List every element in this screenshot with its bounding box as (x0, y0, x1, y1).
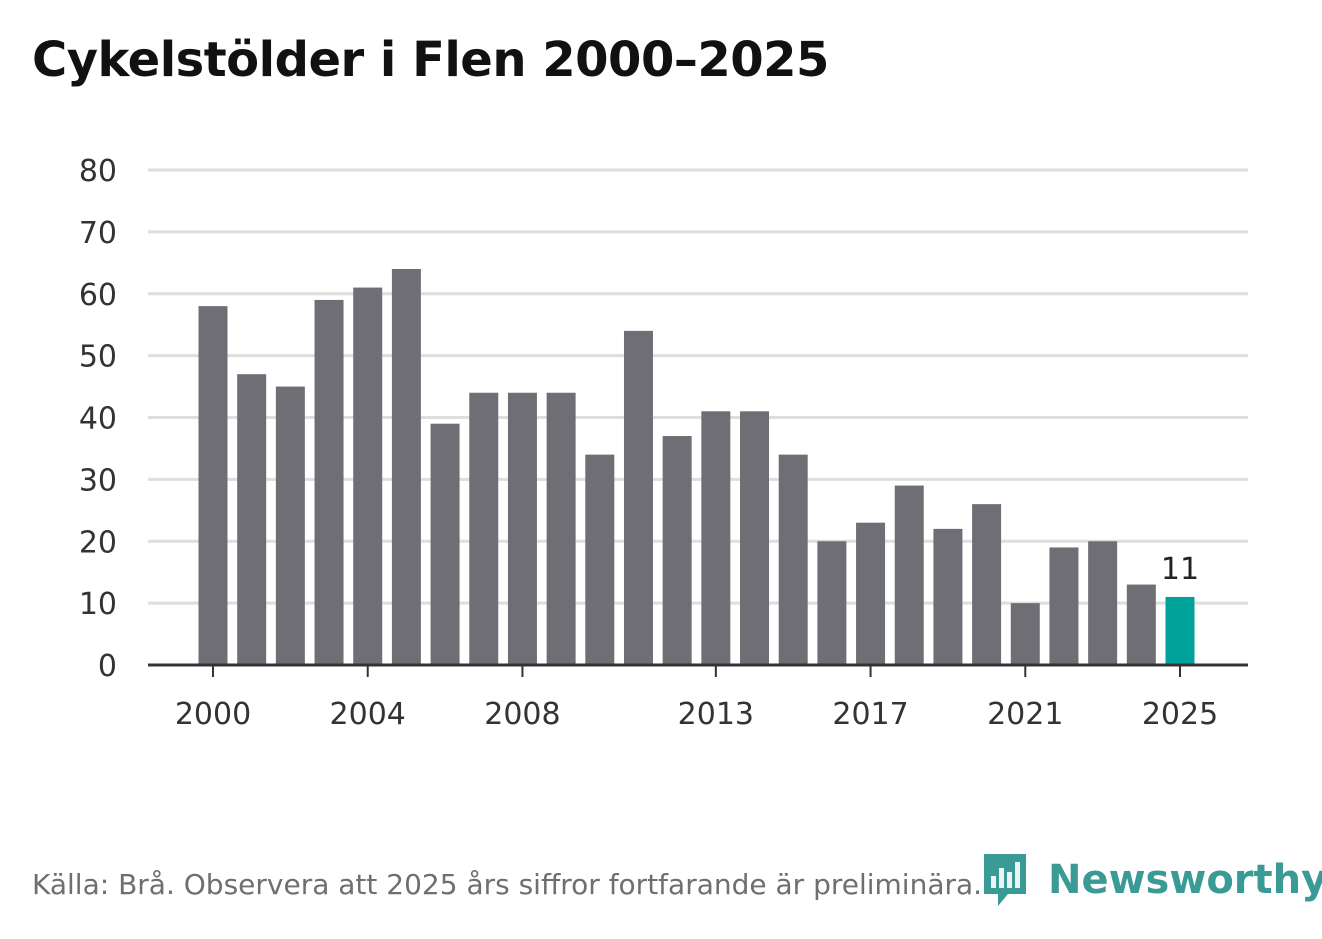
y-tick-label-40: 40 (79, 402, 117, 437)
data-label-2025: 11 (1161, 552, 1199, 587)
x-tick-label-2004: 2004 (330, 697, 406, 732)
bar-2014[interactable] (740, 411, 770, 665)
bar-2011[interactable] (623, 330, 653, 665)
y-axis-tick-labels: 0 10 20 30 40 50 60 70 80 (79, 154, 117, 684)
bar-2025[interactable] (1165, 596, 1195, 665)
brand-name: Newsworthy (1048, 857, 1322, 903)
bar-2005[interactable] (391, 269, 421, 665)
data-labels: 11 (1161, 552, 1199, 587)
bar-2007[interactable] (469, 392, 499, 665)
source-note: Källa: Brå. Observera att 2025 års siffr… (32, 868, 983, 901)
brand-logo[interactable]: Newsworthy (980, 850, 1322, 910)
bar-2010[interactable] (585, 454, 615, 665)
y-tick-label-20: 20 (79, 525, 117, 560)
x-tick-label-2021: 2021 (987, 697, 1063, 732)
bar-2019[interactable] (933, 528, 963, 665)
bar-2001[interactable] (237, 374, 267, 665)
y-tick-label-30: 30 (79, 463, 117, 498)
newsworthy-logo-icon (984, 854, 1026, 906)
bar-2015[interactable] (778, 454, 808, 665)
bar-2016[interactable] (817, 541, 847, 665)
bar-2020[interactable] (972, 504, 1002, 665)
bar-2002[interactable] (275, 386, 305, 665)
bar-2024[interactable] (1126, 584, 1156, 665)
x-axis-tick-labels: 2000 2004 2008 2013 2017 2021 2025 (175, 697, 1218, 732)
x-tick-label-2017: 2017 (832, 697, 908, 732)
bar-2023[interactable] (1088, 541, 1118, 665)
bar-2021[interactable] (1010, 603, 1040, 665)
bar-2009[interactable] (546, 392, 576, 665)
y-tick-label-50: 50 (79, 340, 117, 375)
bar-2012[interactable] (662, 436, 692, 665)
y-tick-label-60: 60 (79, 278, 117, 313)
bar-2003[interactable] (314, 299, 344, 665)
y-tick-label-70: 70 (79, 216, 117, 251)
x-tick-label-2000: 2000 (175, 697, 251, 732)
bar-2004[interactable] (353, 287, 383, 665)
bar-2017[interactable] (856, 522, 886, 665)
y-tick-label-0: 0 (98, 649, 117, 684)
gridlines (148, 168, 1248, 605)
bars (198, 269, 1195, 665)
bar-2000[interactable] (198, 306, 228, 665)
y-tick-label-10: 10 (79, 587, 117, 622)
bar-2006[interactable] (430, 423, 460, 665)
bar-2022[interactable] (1049, 547, 1079, 665)
y-tick-label-80: 80 (79, 154, 117, 189)
bar-2008[interactable] (507, 392, 537, 665)
x-axis (148, 663, 1248, 677)
bar-2018[interactable] (894, 485, 924, 665)
x-tick-label-2013: 2013 (678, 697, 754, 732)
bar-2013[interactable] (701, 411, 731, 665)
chart-title: Cykelstölder i Flen 2000–2025 (32, 32, 829, 88)
x-tick-label-2025: 2025 (1142, 697, 1218, 732)
x-tick-label-2008: 2008 (484, 697, 560, 732)
